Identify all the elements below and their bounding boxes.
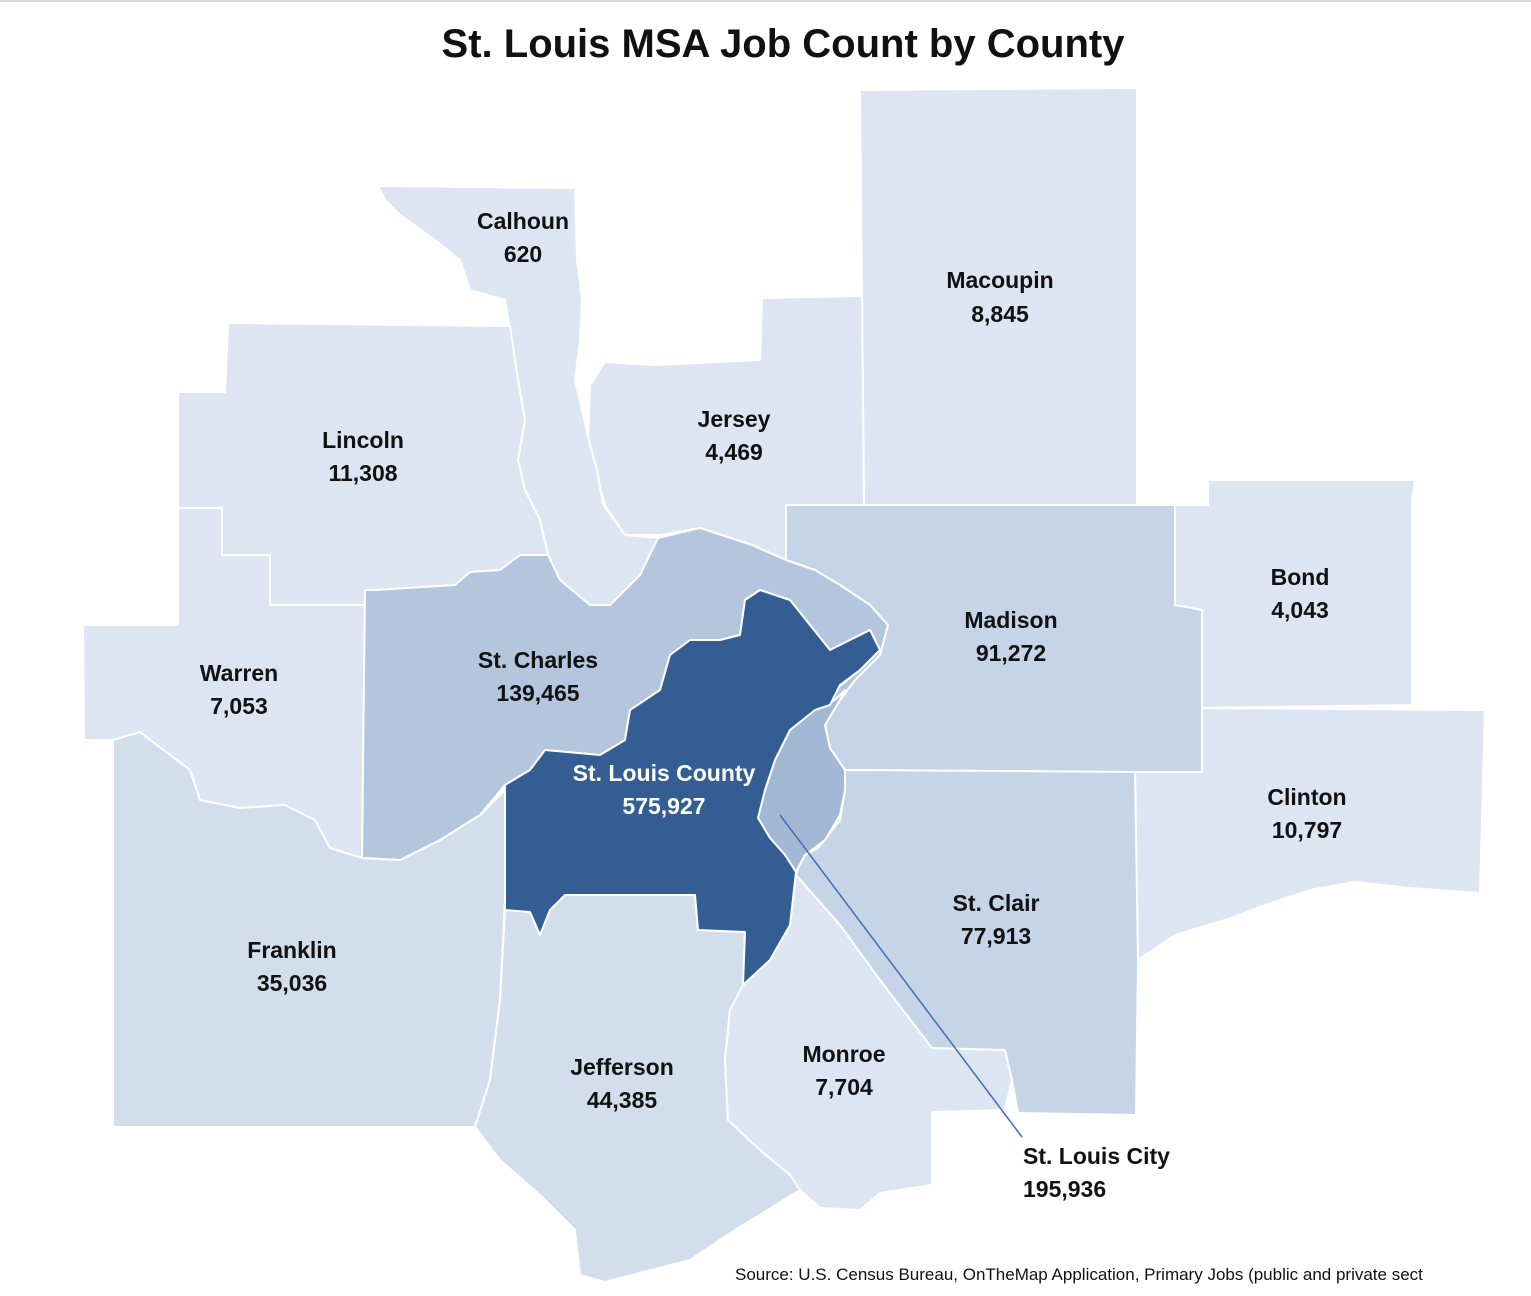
label-monroe-name: Monroe xyxy=(802,1041,885,1067)
top-rule xyxy=(0,0,1531,2)
source-note: Source: U.S. Census Bureau, OnTheMap App… xyxy=(735,1265,1423,1284)
label-st-louis-city-jobs: 195,936 xyxy=(1023,1176,1106,1202)
county-shape-macoupin[interactable] xyxy=(859,87,1138,506)
label-monroe-jobs: 7,704 xyxy=(815,1074,873,1100)
label-jefferson-name: Jefferson xyxy=(570,1054,674,1080)
label-jefferson-jobs: 44,385 xyxy=(587,1087,658,1113)
label-jersey-jobs: 4,469 xyxy=(705,439,763,465)
county-shape-bond[interactable] xyxy=(1174,479,1416,709)
label-warren-jobs: 7,053 xyxy=(210,693,268,719)
label-jersey-name: Jersey xyxy=(698,406,771,432)
label-franklin-name: Franklin xyxy=(247,937,336,963)
label-lincoln-name: Lincoln xyxy=(322,427,404,453)
label-st-charles-jobs: 139,465 xyxy=(496,680,579,706)
label-st-louis-county-name: St. Louis County xyxy=(573,760,756,786)
label-calhoun-jobs: 620 xyxy=(504,241,542,267)
label-bond-name: Bond xyxy=(1271,564,1330,590)
label-st-clair-name: St. Clair xyxy=(953,890,1040,916)
label-calhoun-name: Calhoun xyxy=(477,208,569,234)
st-louis-city-leader-line xyxy=(779,814,1023,1138)
label-madison-jobs: 91,272 xyxy=(976,640,1046,666)
label-madison-name: Madison xyxy=(964,607,1057,633)
map-title: St. Louis MSA Job Count by County xyxy=(441,22,1125,66)
label-lincoln-jobs: 11,308 xyxy=(328,460,397,486)
label-st-clair-jobs: 77,913 xyxy=(961,923,1031,949)
label-st-louis-county-jobs: 575,927 xyxy=(622,793,705,819)
label-clinton-jobs: 10,797 xyxy=(1272,817,1342,843)
label-franklin-jobs: 35,036 xyxy=(257,970,327,996)
label-macoupin-name: Macoupin xyxy=(946,267,1053,293)
label-macoupin-jobs: 8,845 xyxy=(971,301,1029,327)
label-bond-jobs: 4,043 xyxy=(1271,597,1329,623)
county-shape-st-louis-county[interactable] xyxy=(504,589,881,986)
label-st-louis-city-name: St. Louis City xyxy=(1023,1143,1170,1169)
label-warren-name: Warren xyxy=(200,660,278,686)
label-clinton-name: Clinton xyxy=(1267,784,1346,810)
label-st-charles-name: St. Charles xyxy=(478,647,598,673)
